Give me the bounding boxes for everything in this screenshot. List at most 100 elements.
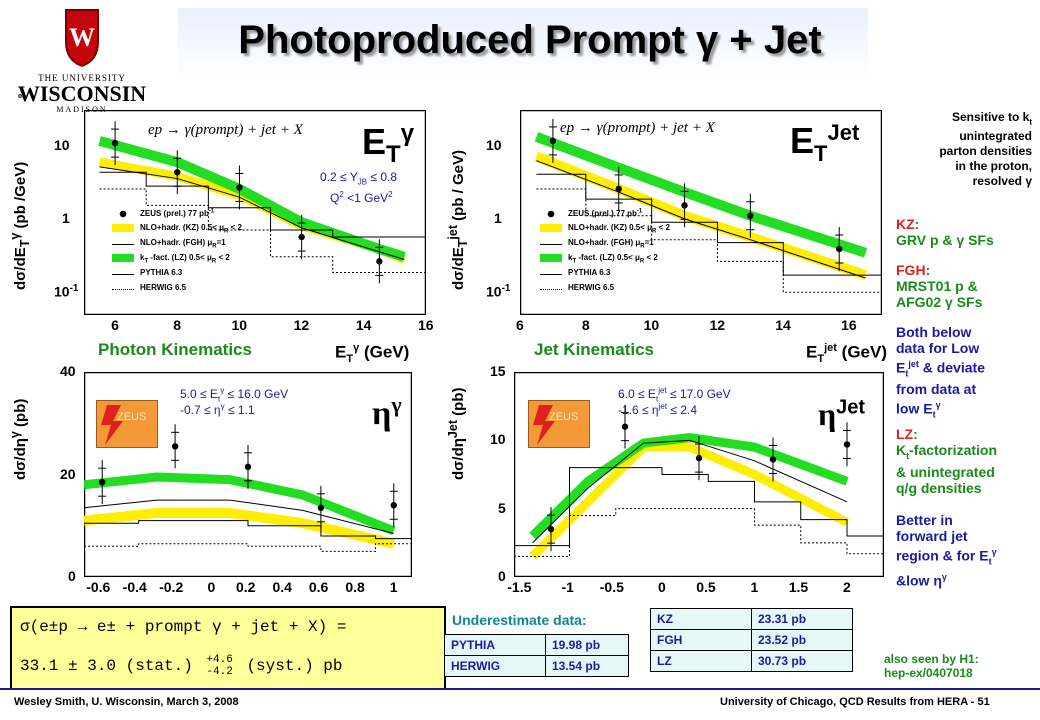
logo-wisconsin: WISCONSIN [17, 81, 147, 106]
logo-line1: THE UNIVERSITY [38, 73, 126, 83]
legend-entry: NLO+hadr. (FGH) μR=1 [112, 238, 226, 250]
legend-swatch [112, 209, 134, 218]
plot-et-jet [520, 110, 882, 315]
plot2-reaction: ep → γ(prompt) + jet + X [560, 120, 715, 136]
underestimate-table: PYTHIA 19.98 pb HERWIG 13.54 pb [444, 634, 629, 677]
x-tick-label: -0.4 [122, 579, 147, 595]
legend-swatch [112, 253, 134, 262]
table-row: HERWIG 13.54 pb [444, 655, 629, 677]
plot3-label: ηγ [372, 392, 402, 433]
plot1-label: ETγ [362, 120, 415, 169]
fgh-curve [84, 499, 394, 534]
cross-section-formula: σ(e±p → e± + prompt γ + jet + X) = 33.1 … [10, 606, 446, 690]
h1-note: also seen by H1: hep-ex/0407018 [884, 652, 979, 680]
x-tick-label: 8 [173, 317, 182, 333]
plot4-label: ηJet [818, 396, 866, 432]
plot4-cut1: 6.0 ≤ Etjet ≤ 17.0 GeV [618, 386, 731, 404]
plot-eta-gamma [84, 372, 412, 577]
x-tick-label: 0.2 [236, 579, 256, 595]
x-tick-label: 6 [516, 317, 524, 333]
data-point [615, 185, 622, 193]
zeus-text-2: ZEUS [549, 411, 579, 423]
logo-prefix: of [18, 91, 25, 100]
zeus-text: ZEUS [117, 411, 147, 423]
plot1-cut2: Q2 <1 GeV2 [330, 190, 393, 205]
university-logo: W THE UNIVERSITY of WISCONSIN MADISON [12, 6, 152, 114]
plot4-cut2: -1.6 ≤ ηjet ≤ 2.4 [618, 402, 697, 417]
logo-line2: of WISCONSIN [12, 83, 152, 105]
y-tick-label: 15 [490, 363, 506, 379]
plot1-reaction: ep → γ(prompt) + jet + X [148, 122, 303, 138]
lz-band [98, 136, 406, 262]
plot-frame [520, 110, 882, 315]
fgh-curve [532, 439, 848, 544]
data-point [836, 245, 843, 253]
data-point [298, 233, 305, 241]
legend-entry: NLO+hadr. (KZ) 0.5< μR < 2 [540, 223, 670, 235]
legend-entry: ZEUS (prel.) 77 pb-1 [112, 208, 214, 218]
x-tick-label: 0.6 [308, 579, 329, 595]
x-tick-label: 1 [750, 579, 759, 595]
footer-right: University of Chicago, QCD Results from … [720, 696, 990, 708]
zeus-logo: ZEUS [96, 400, 158, 448]
footer-left: Wesley Smith, U. Wisconsin, March 3, 200… [14, 696, 239, 708]
plot3-ylabel: dσ/dηγ (pb) [8, 398, 29, 480]
data-point [376, 258, 383, 265]
p2-ytick-1: 1 [494, 210, 502, 226]
theory-table: KZ 23.31 pb FGH 23.52 pb LZ 30.73 pb [650, 608, 853, 672]
p1-ytick-10: 10 [54, 137, 70, 153]
x-tick-label: 6 [111, 317, 119, 333]
logo-line3: MADISON [56, 105, 108, 114]
lz-band [84, 472, 396, 536]
legend-entry: ZEUS (prel.) 77 pb-1 [540, 208, 642, 218]
lightning-icon [533, 405, 555, 445]
plot3-cut2: -0.7 ≤ ηγ ≤ 1.1 [180, 402, 255, 417]
data-point [111, 139, 119, 147]
both-below-note: Both below data for Low Etjet & deviate … [896, 324, 985, 420]
title-background [178, 8, 868, 80]
p1-ytick-1: 1 [62, 210, 70, 226]
y-tick-label: 20 [60, 465, 76, 482]
data-point [769, 456, 777, 463]
fgh-note: FGH: MRST01 p & AFG02 γ SFs [896, 262, 983, 310]
y-tick-label: 0 [68, 568, 76, 584]
legend-swatch [540, 285, 562, 291]
y-tick-label: 5 [498, 499, 506, 516]
x-tick-label: -0.2 [159, 579, 184, 595]
table-row: FGH 23.52 pb [650, 629, 853, 651]
lz-band [529, 433, 849, 540]
plot2-ylabel: dσ/dETjet (pb / GeV) [446, 149, 470, 290]
data-point [390, 502, 397, 509]
formula-line1: σ(e±p → e± + prompt γ + jet + X) = [20, 618, 347, 636]
x-tick-label: 10 [231, 317, 248, 333]
slide-title: Photoproduced Prompt γ + Jet [238, 18, 822, 62]
data-point [549, 137, 557, 145]
legend-swatch [112, 223, 134, 232]
x-tick-label: 16 [418, 317, 434, 333]
plot2-label: ETJet [790, 120, 860, 167]
legend-entry: NLO+hadr. (KZ) 0.5< μR < 2 [112, 223, 242, 235]
legend-entry: PYTHIA 6.3 [112, 268, 182, 277]
y-tick-label: 40 [60, 363, 76, 379]
data-point [621, 423, 629, 430]
legend-swatch [540, 253, 562, 262]
x-tick-label: 1.5 [788, 579, 809, 595]
x-tick-label: 0 [207, 579, 216, 595]
lz-note: LZ: Kt-factorization & unintegrated q/g … [896, 426, 998, 496]
x-tick-label: 0.5 [696, 579, 716, 595]
legend-entry: kT -fact. (LZ) 0.5< μR < 2 [540, 253, 658, 265]
x-tick-label: 12 [293, 317, 310, 333]
better-note: Better in forward jet region & for Etγ &… [896, 512, 997, 590]
shield-icon: W [65, 9, 99, 68]
plot1-xlabel: ETγ (GeV) [335, 342, 410, 366]
x-tick-label: 0.4 [272, 579, 292, 595]
x-tick-label: 12 [709, 317, 726, 333]
x-tick-label: -0.6 [86, 579, 111, 595]
table-row: PYTHIA 19.98 pb [444, 634, 629, 656]
data-point [317, 504, 325, 512]
data-point [681, 202, 688, 209]
x-tick-label: -0.5 [599, 579, 624, 595]
herwig-hist [514, 508, 884, 557]
data-point [171, 443, 179, 450]
jet-kinematics-label: Jet Kinematics [534, 340, 654, 359]
